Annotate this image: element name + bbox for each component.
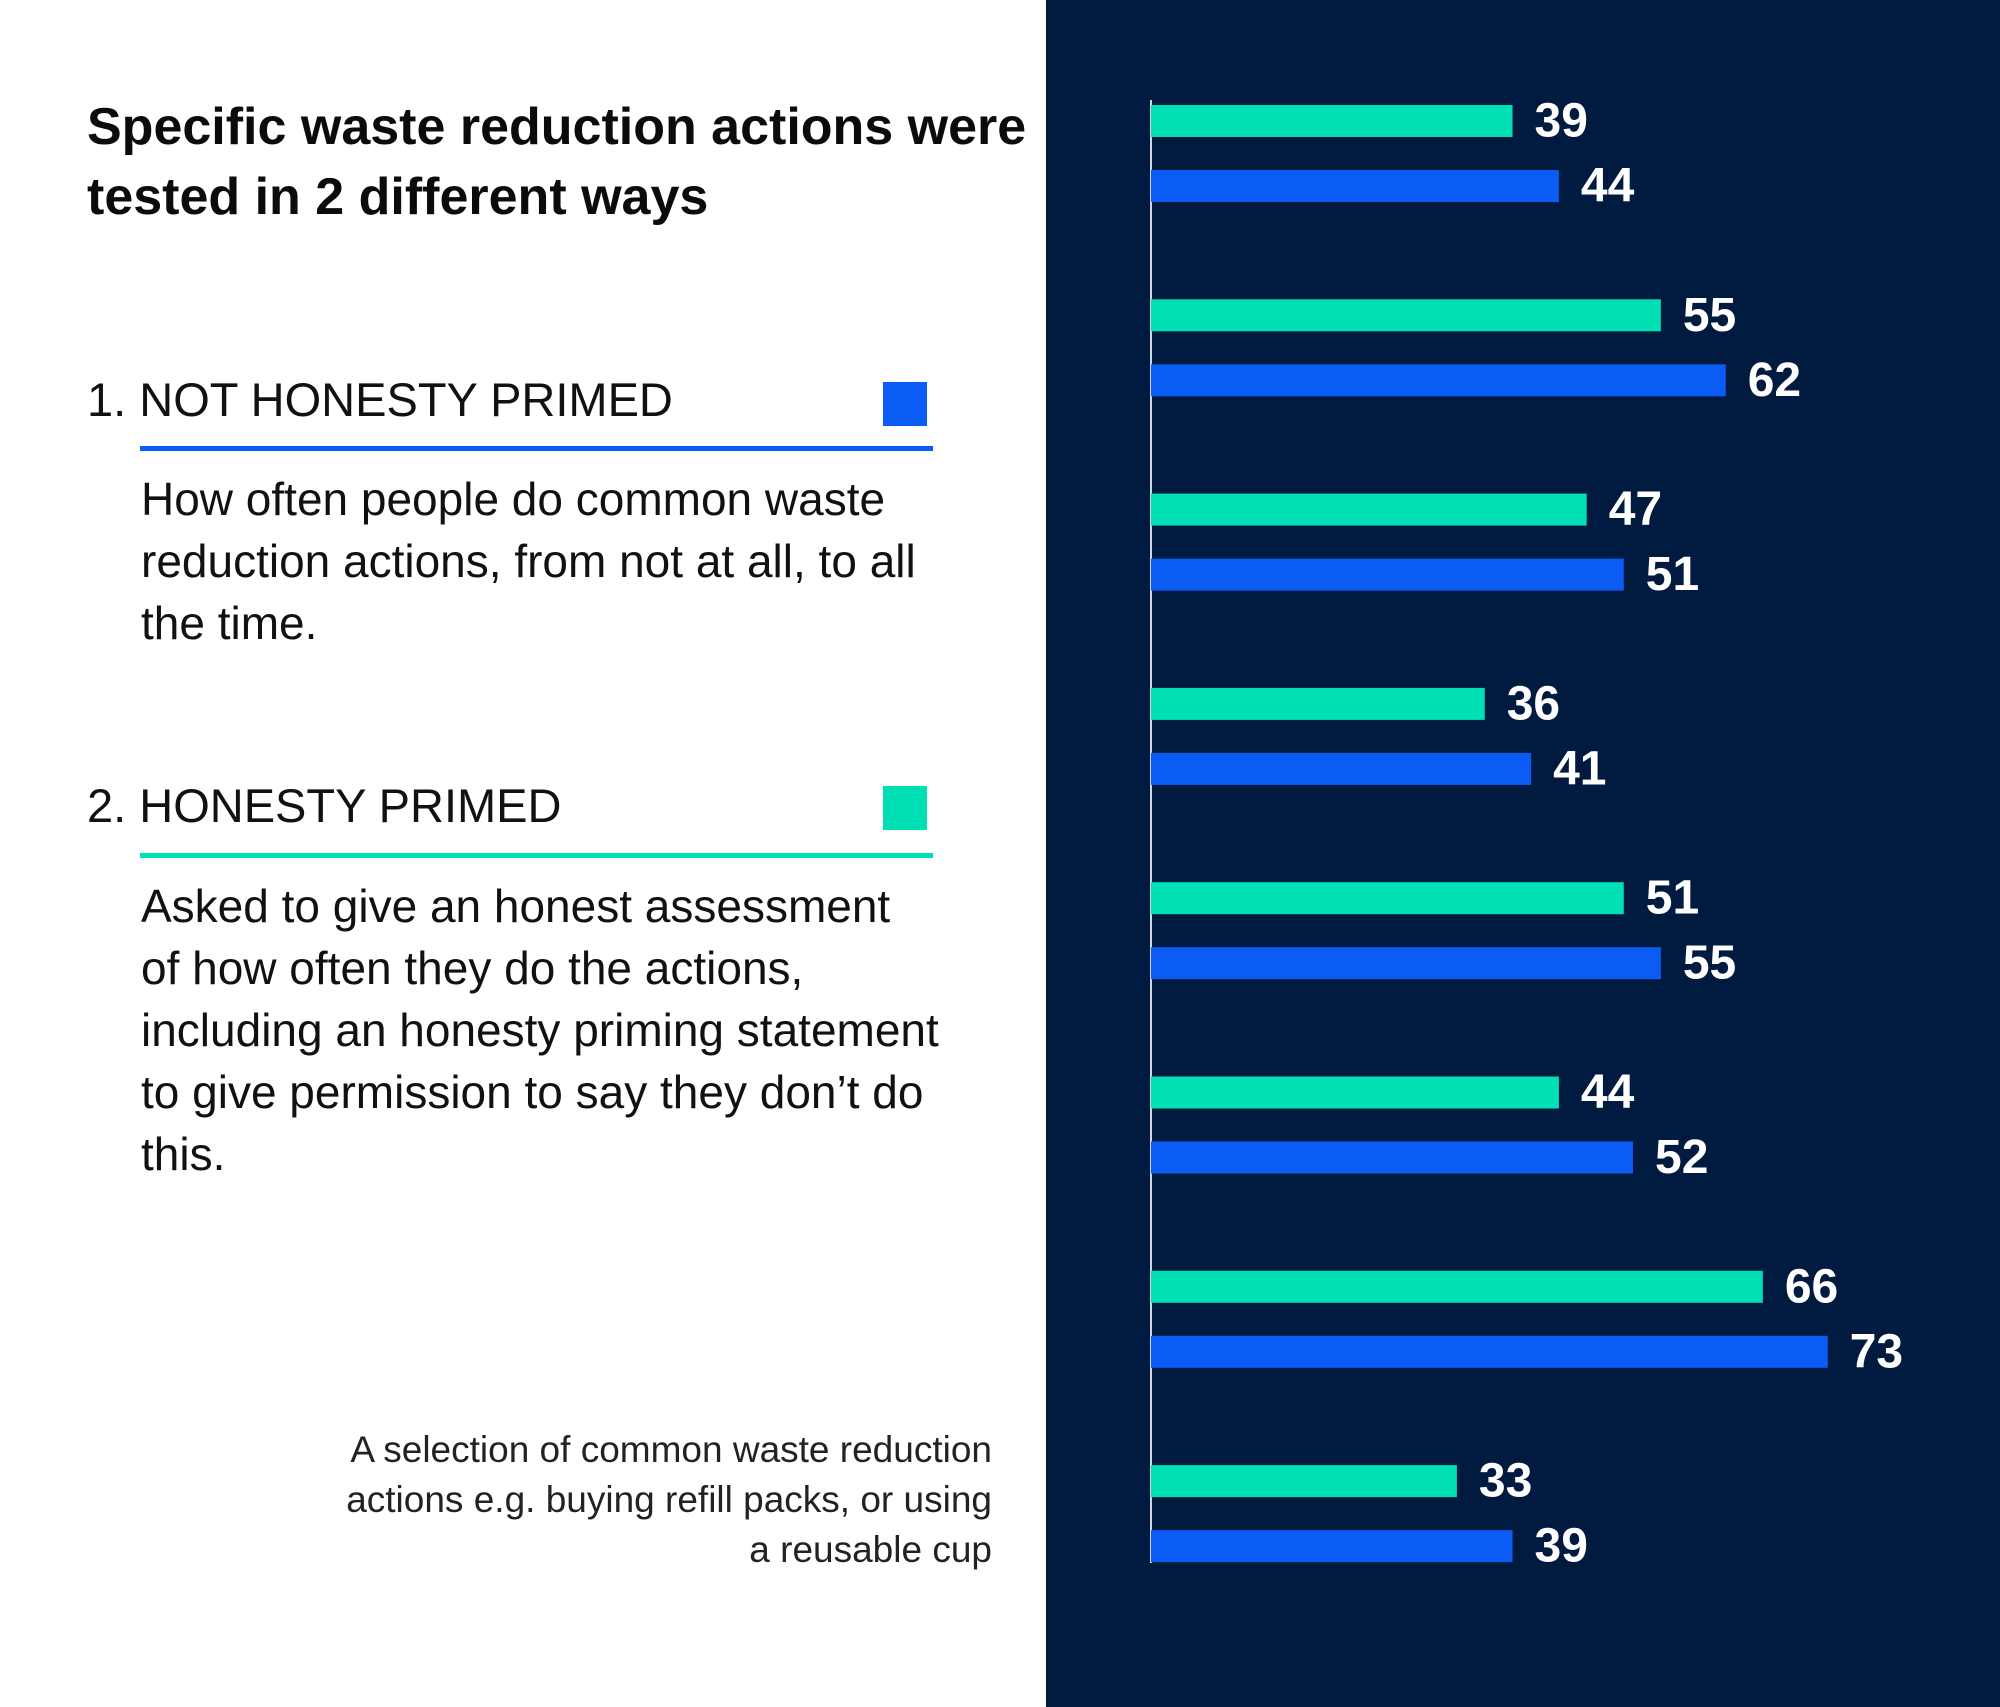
legend-swatch-not-honesty-primed (883, 382, 927, 426)
legend-rule-honesty-primed (140, 853, 933, 858)
bar-honesty-primed-8 (1151, 1465, 1457, 1498)
value-label-honesty-primed-6: 44 (1581, 1066, 1635, 1119)
page-title: Specific waste reduction actions were te… (87, 98, 1027, 226)
legend-swatch-honesty-primed (883, 786, 927, 830)
bar-honesty-primed-5 (1151, 882, 1624, 915)
legend-heading-honesty-primed: 2. HONESTY PRIMED (87, 779, 562, 832)
bar-honesty-primed-1 (1151, 105, 1513, 137)
value-label-honesty-primed-5: 51 (1646, 872, 1699, 925)
value-label-not-honesty-primed-8: 39 (1535, 1520, 1588, 1573)
value-label-honesty-primed-4: 36 (1507, 677, 1560, 730)
value-label-not-honesty-primed-6: 52 (1655, 1131, 1708, 1184)
bar-not-honesty-primed-8 (1151, 1530, 1513, 1563)
value-label-not-honesty-primed-7: 73 (1850, 1325, 1903, 1378)
bar-not-honesty-primed-7 (1151, 1335, 1828, 1368)
bar-not-honesty-primed-1 (1151, 170, 1559, 202)
value-label-honesty-primed-1: 39 (1535, 95, 1588, 148)
value-label-not-honesty-primed-1: 44 (1581, 160, 1635, 213)
bar-not-honesty-primed-2 (1151, 364, 1726, 397)
value-label-honesty-primed-7: 66 (1785, 1260, 1838, 1313)
chart-panel (1046, 0, 2000, 1707)
bar-honesty-primed-6 (1151, 1076, 1559, 1109)
value-label-honesty-primed-8: 33 (1479, 1455, 1532, 1508)
value-label-honesty-primed-2: 55 (1683, 289, 1736, 342)
legend-heading-not-honesty-primed: 1. NOT HONESTY PRIMED (87, 373, 673, 426)
value-label-not-honesty-primed-2: 62 (1748, 354, 1801, 407)
legend-rule-not-honesty-primed (140, 446, 933, 451)
value-label-not-honesty-primed-4: 41 (1553, 742, 1606, 795)
legend-description-honesty-primed: Asked to give an honest assessment of ho… (141, 880, 939, 1180)
value-label-not-honesty-primed-3: 51 (1646, 548, 1699, 601)
bar-honesty-primed-7 (1151, 1270, 1763, 1303)
bar-not-honesty-primed-5 (1151, 947, 1661, 980)
bar-not-honesty-primed-6 (1151, 1141, 1634, 1174)
bar-not-honesty-primed-4 (1151, 752, 1532, 785)
bar-honesty-primed-2 (1151, 299, 1661, 332)
bar-not-honesty-primed-3 (1151, 558, 1624, 591)
legend-description-not-honesty-primed: How often people do common waste reducti… (141, 473, 916, 649)
bar-honesty-primed-4 (1151, 687, 1485, 720)
value-label-not-honesty-primed-5: 55 (1683, 937, 1736, 990)
footnote: A selection of common waste reduction ac… (346, 1429, 992, 1570)
bar-honesty-primed-3 (1151, 493, 1587, 526)
value-label-honesty-primed-3: 47 (1609, 483, 1662, 536)
